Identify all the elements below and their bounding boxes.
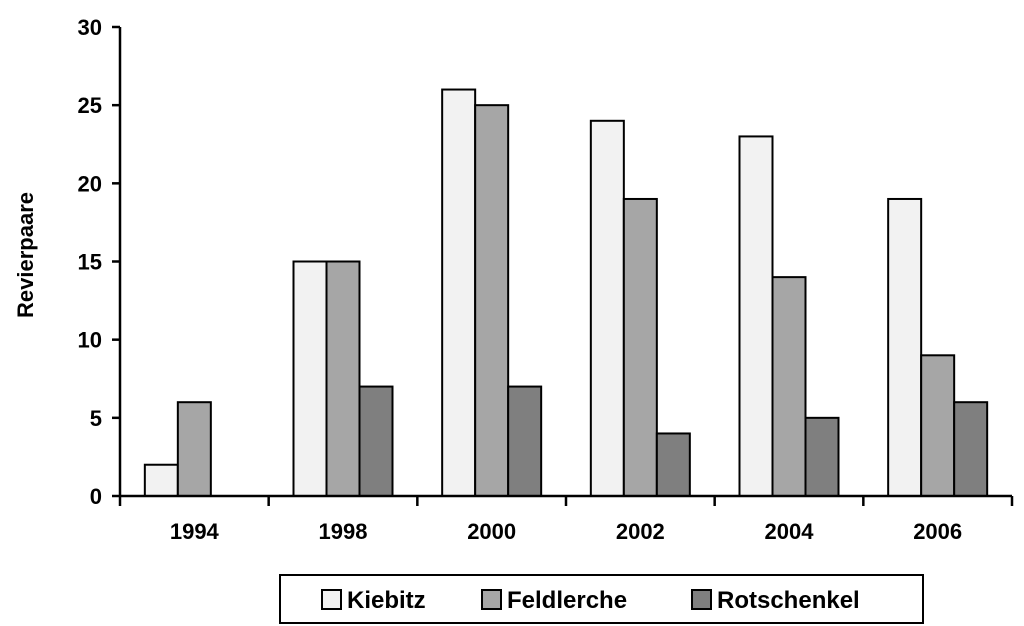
legend-label-rotschenkel: Rotschenkel	[717, 587, 860, 614]
y-tick-label: 0	[90, 484, 102, 509]
legend-label-kiebitz: Kiebitz	[347, 587, 426, 614]
bar-feldlerche-2000	[474, 104, 510, 498]
x-tick-label: 1998	[319, 519, 368, 544]
bar-kiebitz-2000	[441, 88, 477, 498]
y-axis-ticks: 0 5 10 15 20 25 30	[78, 15, 120, 509]
legend-swatch-kiebitz	[321, 589, 342, 610]
bar-feldlerche-2002	[622, 197, 658, 497]
bar-rotschenkel-1998	[358, 385, 394, 498]
y-tick-label: 20	[78, 171, 102, 196]
x-tick-label: 2000	[467, 519, 516, 544]
y-axis-label-group: Revierpaare	[13, 192, 38, 318]
bar-rotschenkel-2006	[953, 401, 989, 498]
bar-rotschenkel-2002	[655, 432, 691, 498]
legend: Kiebitz Feldlerche Rotschenkel	[279, 574, 924, 624]
bar-kiebitz-2004	[738, 135, 774, 498]
bar-kiebitz-2006	[887, 197, 923, 497]
bar-kiebitz-2002	[589, 119, 625, 498]
y-axis-label: Revierpaare	[13, 192, 38, 318]
legend-label-feldlerche: Feldlerche	[507, 587, 627, 614]
bars	[143, 88, 989, 498]
bar-feldlerche-2006	[920, 354, 956, 497]
y-tick-label: 10	[78, 328, 102, 353]
x-tick-label: 2002	[616, 519, 665, 544]
bar-kiebitz-1998	[292, 260, 328, 497]
bar-feldlerche-1998	[325, 260, 361, 497]
y-tick-label: 25	[78, 93, 102, 118]
y-tick-label: 5	[90, 406, 102, 431]
y-tick-label: 15	[78, 250, 102, 275]
x-axis-ticks: 1994 1998 2000 2002 2004 2006	[118, 496, 1014, 544]
bar-feldlerche-2004	[771, 276, 807, 497]
bar-feldlerche-1994	[176, 401, 212, 498]
y-tick-label: 30	[78, 15, 102, 40]
bar-rotschenkel-2004	[804, 416, 840, 498]
legend-swatch-rotschenkel	[691, 589, 712, 610]
x-tick-label: 1994	[170, 519, 220, 544]
bar-rotschenkel-2000	[507, 385, 543, 498]
legend-swatch-feldlerche	[481, 589, 502, 610]
legend-box	[279, 574, 924, 624]
x-tick-label: 2004	[765, 519, 815, 544]
x-tick-label: 2006	[913, 519, 962, 544]
bar-kiebitz-1994	[143, 463, 179, 498]
